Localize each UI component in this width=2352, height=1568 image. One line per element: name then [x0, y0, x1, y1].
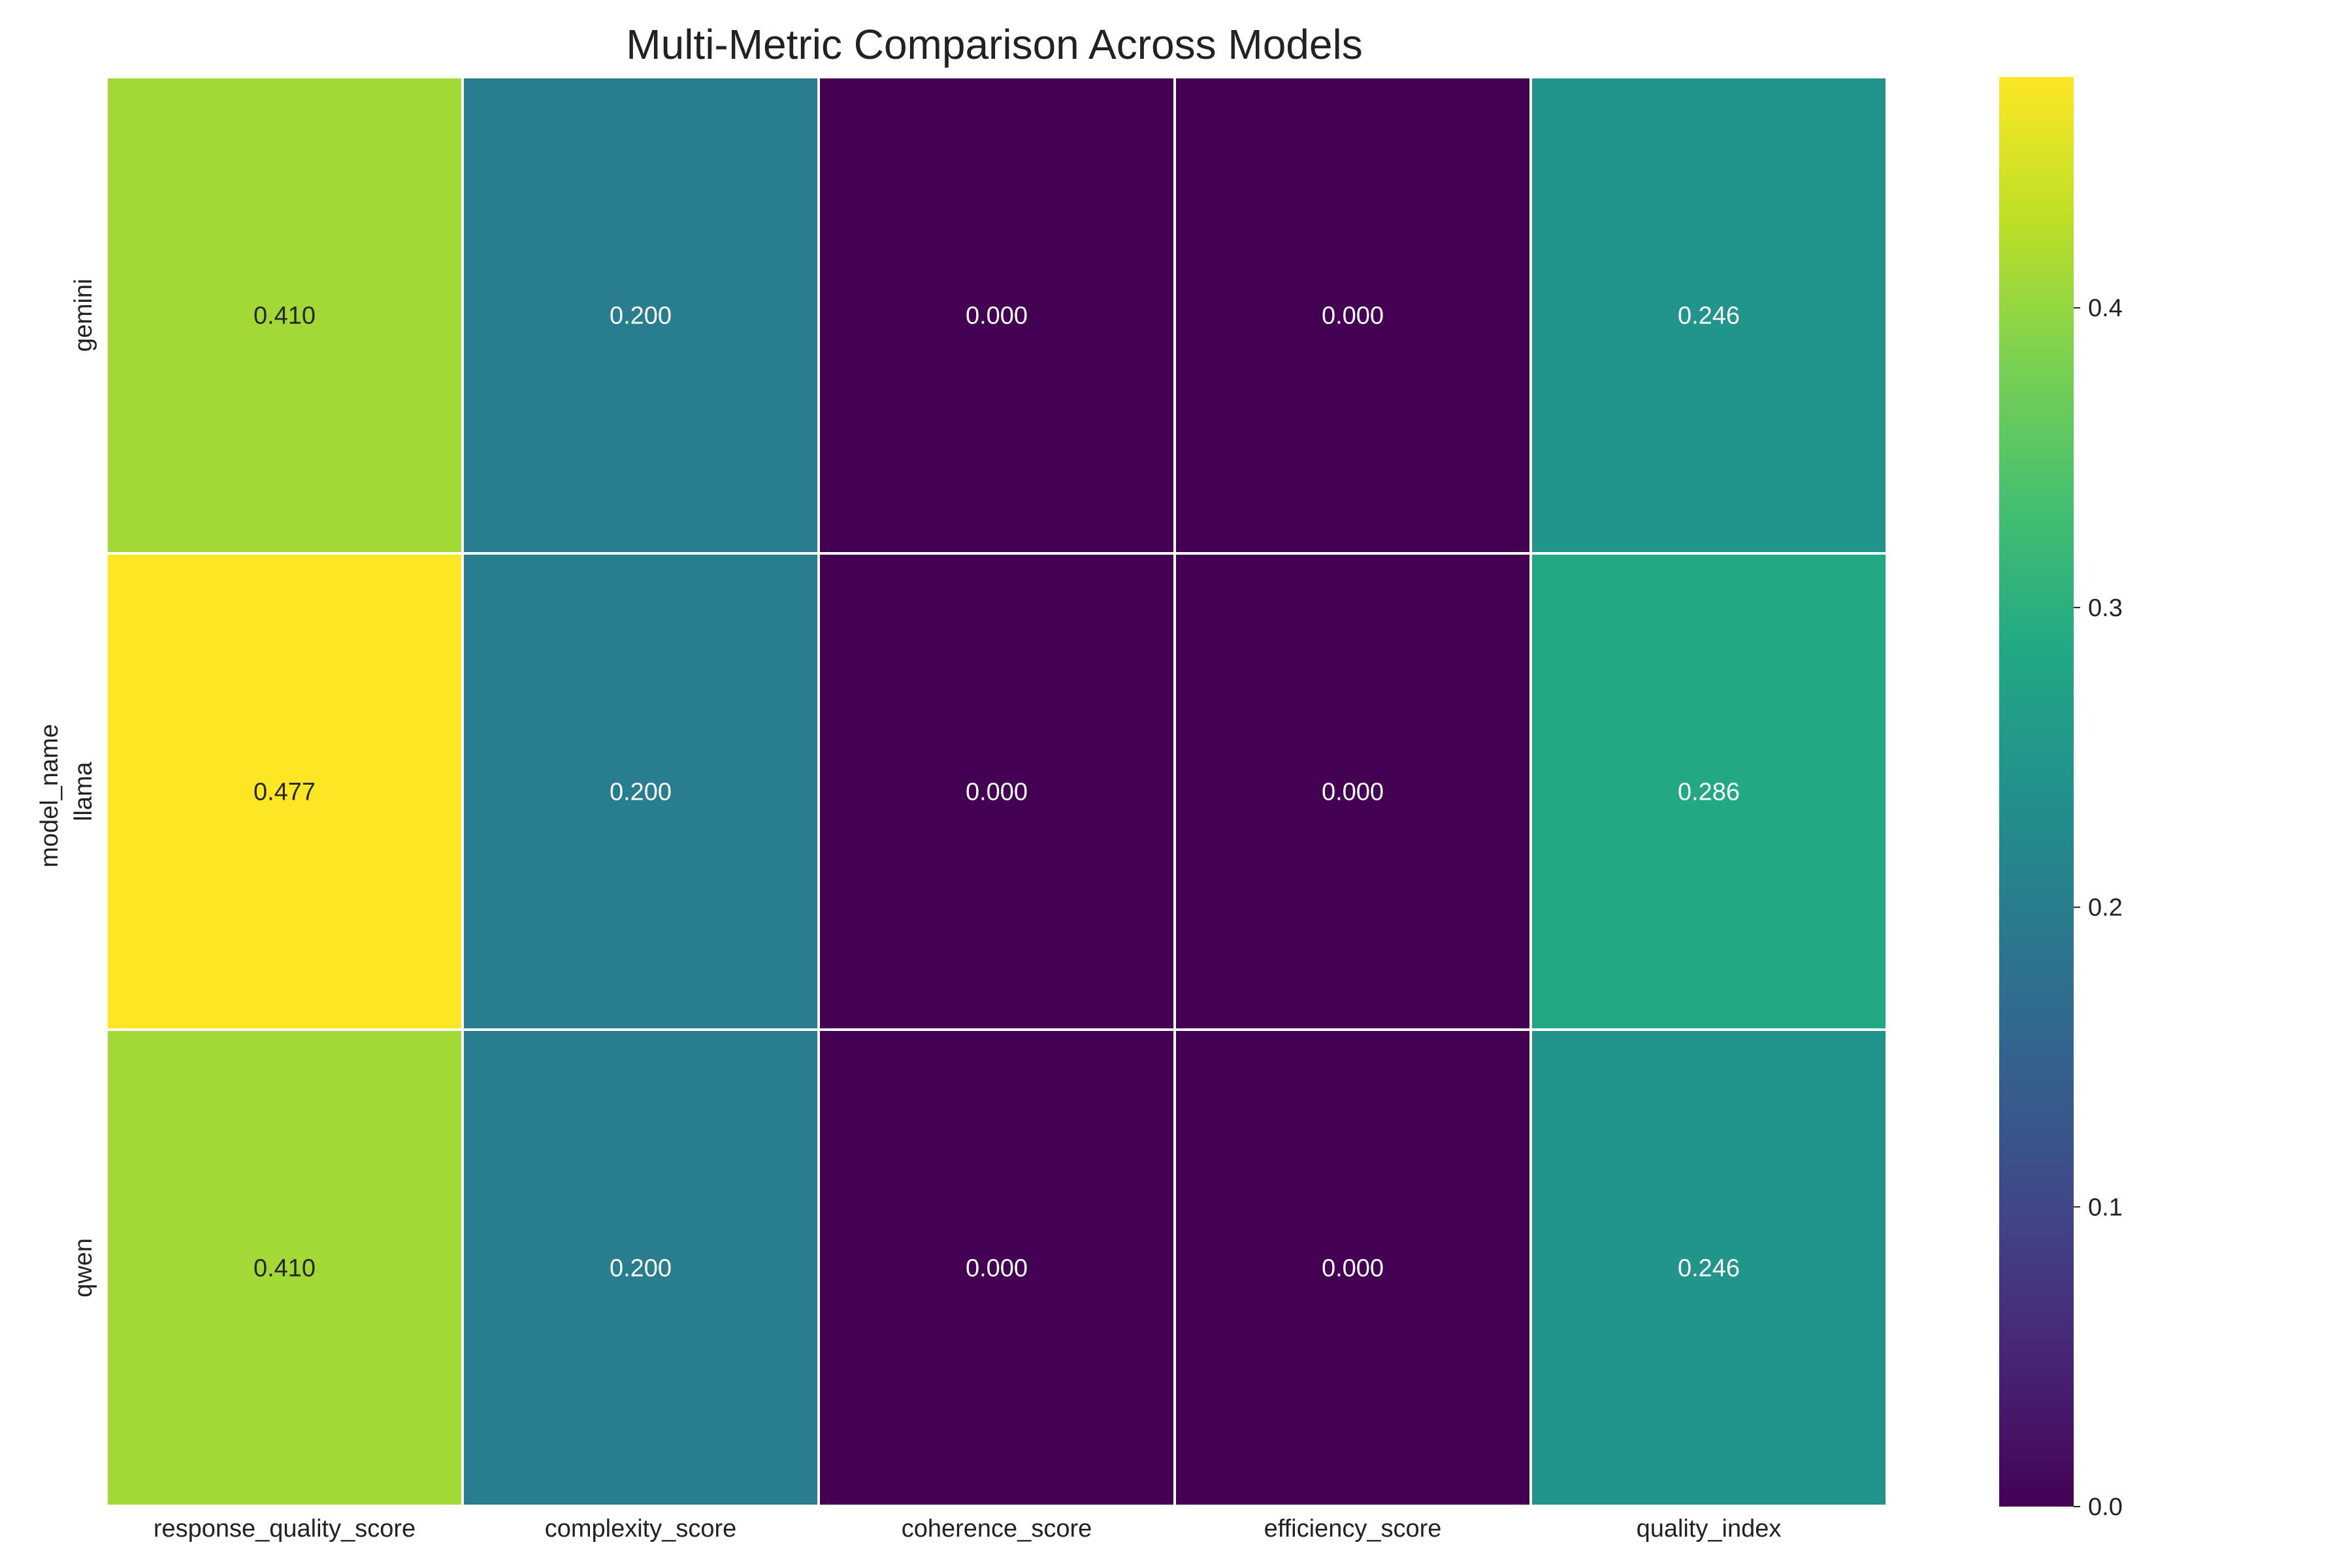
- heatmap-cell: [461, 552, 820, 1031]
- colorbar-tick-label: 0.3: [2088, 595, 2123, 622]
- y-tick-labels: gemini llama qwen: [70, 279, 97, 1298]
- heatmap-cell: [461, 1028, 820, 1507]
- colorbar-tick-label: 0.4: [2088, 295, 2123, 322]
- cell-annotation: 0.200: [610, 779, 672, 806]
- cell-annotation: 0.246: [1678, 302, 1740, 330]
- cell-annotation: 0.286: [1678, 779, 1740, 806]
- cell-annotations: 0.410 0.200 0.000 0.000 0.246 0.477 0.200 0.000…: [253, 302, 1740, 1282]
- cell-annotation: 0.410: [253, 1255, 316, 1282]
- colorbar-tick-label: 0.0: [2088, 1494, 2123, 1521]
- x-tick-label: efficiency_score: [1264, 1515, 1442, 1543]
- cell-annotation: 0.000: [966, 302, 1028, 330]
- y-tick-label: llama: [70, 761, 97, 821]
- heatmap-cell: [105, 552, 464, 1031]
- heatmap-cell: [105, 76, 464, 555]
- x-tick-label: complexity_score: [545, 1515, 737, 1543]
- cell-annotation: 0.000: [966, 1255, 1028, 1282]
- x-tick-label: coherence_score: [902, 1515, 1092, 1543]
- heatmap-cell: [1173, 1028, 1532, 1507]
- colorbar-ticks: 0.0 0.1 0.2 0.3 0.4: [2074, 295, 2123, 1521]
- heatmap-cells: [105, 76, 1888, 1507]
- cell-annotation: 0.477: [253, 779, 316, 806]
- y-tick-label: qwen: [70, 1238, 97, 1298]
- heatmap-cell: [1173, 76, 1532, 555]
- heatmap-cell: [1529, 76, 1888, 555]
- cell-annotation: 0.000: [1322, 1255, 1384, 1282]
- cell-annotation: 0.246: [1678, 1255, 1740, 1282]
- x-tick-labels: response_quality_score complexity_score co…: [154, 1515, 1782, 1543]
- x-tick-label: response_quality_score: [154, 1515, 416, 1543]
- heatmap-cell: [1529, 1028, 1888, 1507]
- colorbar-tick-label: 0.1: [2088, 1194, 2123, 1221]
- cell-annotation: 0.410: [253, 302, 316, 330]
- colorbar: [1999, 77, 2074, 1507]
- cell-annotation: 0.000: [966, 779, 1028, 806]
- heatmap-cell: [461, 76, 820, 555]
- heatmap-cell: [817, 1028, 1176, 1507]
- chart-title: Multi-Metric Comparison Across Models: [626, 21, 1362, 68]
- colorbar-tick-label: 0.2: [2088, 894, 2123, 922]
- cell-annotation: 0.000: [1322, 302, 1384, 330]
- cell-annotation: 0.000: [1322, 779, 1384, 806]
- cell-annotation: 0.200: [610, 302, 672, 330]
- heatmap-cell: [817, 76, 1176, 555]
- heatmap-cell: [817, 552, 1176, 1031]
- cell-annotation: 0.200: [610, 1255, 672, 1282]
- y-tick-label: gemini: [70, 279, 97, 352]
- x-tick-label: quality_index: [1637, 1515, 1782, 1543]
- heatmap-cell: [1529, 552, 1888, 1031]
- y-axis-label: model_name: [36, 724, 63, 868]
